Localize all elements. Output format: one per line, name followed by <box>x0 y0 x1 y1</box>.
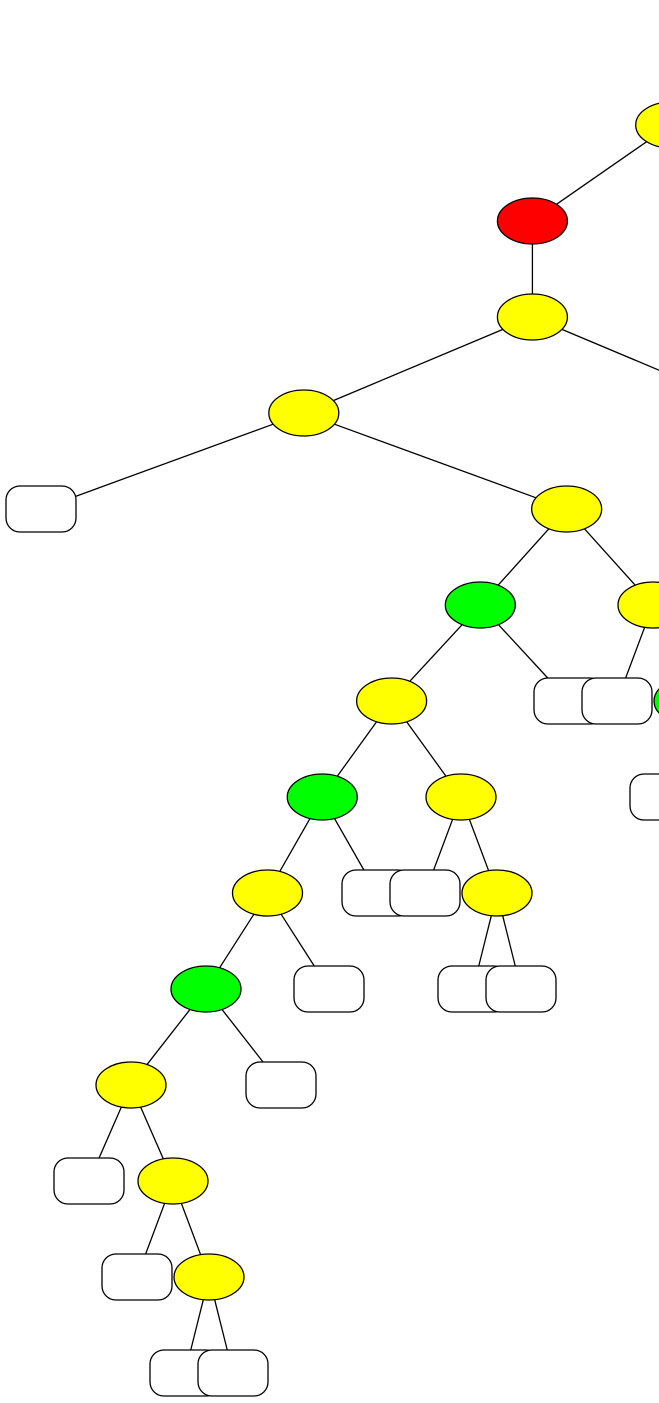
tree-edge-14 <box>180 1203 202 1255</box>
leaf-box-0 <box>5 485 77 533</box>
tree-edge-11 <box>98 1106 122 1159</box>
yellow-node-0 <box>173 1253 245 1301</box>
tree-edge-19 <box>333 818 365 871</box>
tree-edge-8 <box>279 818 311 872</box>
tree-edge-25 <box>497 624 549 679</box>
yellow-node-8 <box>355 677 428 725</box>
tree-edge-16 <box>214 1299 228 1351</box>
yellow-node-13 <box>268 389 340 437</box>
tree-edge-0 <box>556 141 648 205</box>
leaf-box-8 <box>389 869 461 917</box>
tree-edge-21 <box>433 819 454 871</box>
tree-edge-6 <box>409 624 463 682</box>
tree-edge-20 <box>406 721 447 777</box>
yellow-node-7 <box>425 773 497 821</box>
tree-edge-15 <box>190 1299 204 1351</box>
yellow-node-6 <box>461 869 533 917</box>
yellow-node-16 <box>635 102 659 148</box>
tree-edge-18 <box>280 913 315 967</box>
tree-edge-9 <box>219 913 255 969</box>
nodes-layer <box>5 102 659 1397</box>
edges-layer <box>75 141 659 1351</box>
yellow-node-11 <box>617 581 659 629</box>
tree-edge-12 <box>140 1106 164 1160</box>
leaf-box-2 <box>101 1253 173 1301</box>
tree-edge-27 <box>625 627 646 679</box>
tree-edge-4 <box>334 423 537 499</box>
green-node-10 <box>653 688 659 714</box>
yellow-node-12 <box>531 485 603 533</box>
leaf-box-12 <box>581 677 653 725</box>
tree-edge-24 <box>502 915 516 967</box>
tree-edge-3 <box>75 423 274 497</box>
tree-edge-10 <box>146 1009 191 1065</box>
leaf-box-13 <box>629 773 659 821</box>
tree-edge-26 <box>583 528 636 586</box>
leaf-box-5 <box>245 1061 317 1109</box>
tree-edge-22 <box>468 819 490 871</box>
tree-edge-2 <box>333 328 504 402</box>
yellow-node-4 <box>231 869 304 917</box>
tree-edge-17 <box>221 1009 264 1063</box>
green-node-9 <box>444 581 516 629</box>
tree-edge-31 <box>561 328 659 371</box>
tree-edge-13 <box>145 1203 166 1255</box>
leaf-box-6 <box>293 965 365 1013</box>
leaf-box-10 <box>485 965 557 1013</box>
tree-edge-7 <box>336 721 378 777</box>
yellow-node-14 <box>496 293 569 341</box>
red-node-15 <box>496 197 569 245</box>
green-node-5 <box>286 773 358 821</box>
tree-edge-5 <box>497 528 550 586</box>
yellow-node-1 <box>137 1157 209 1205</box>
tree-edge-23 <box>478 915 492 967</box>
leaf-box-4 <box>197 1349 269 1397</box>
leaf-box-1 <box>53 1157 125 1205</box>
yellow-node-2 <box>95 1061 167 1109</box>
green-node-3 <box>170 965 242 1013</box>
